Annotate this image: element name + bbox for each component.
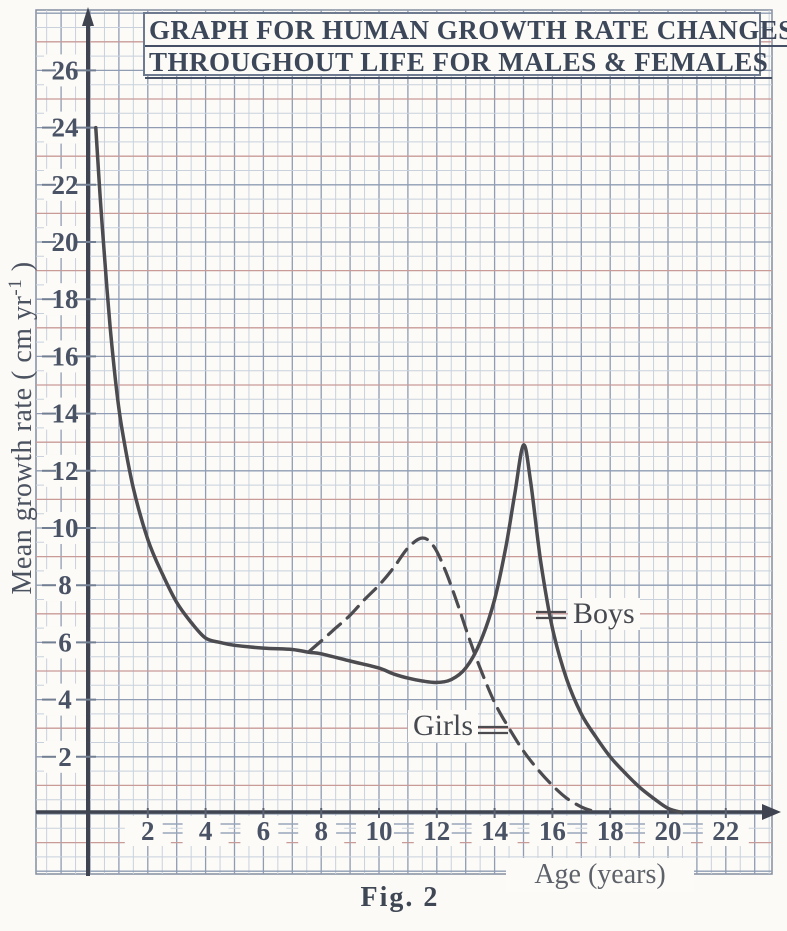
x-tick-patch: [356, 816, 402, 846]
y-axis-title-text: Mean growth rate ( cm yr: [7, 295, 39, 595]
x-tick-patch: [240, 816, 287, 846]
x-tick-patch: [182, 816, 229, 846]
x-tick-label: 4: [199, 816, 213, 846]
y-tick-label: 20: [52, 227, 79, 257]
y-tick-label: 4: [58, 685, 72, 715]
legend-label-girls: Girls: [408, 710, 478, 742]
chart-title-line-2: THROUGHOUT LIFE FOR MALES & FEMALES: [145, 47, 773, 79]
x-tick-label: 18: [597, 816, 624, 846]
y-tick-label: 10: [52, 513, 79, 543]
x-tick-patch: [471, 816, 518, 846]
figure-caption: Fig. 2: [360, 882, 440, 913]
chart-title-box: GRAPH FOR HUMAN GROWTH RATE CHANGES THRO…: [143, 12, 787, 79]
x-tick-label: 14: [481, 816, 508, 846]
chart-title-line-1: GRAPH FOR HUMAN GROWTH RATE CHANGES: [145, 15, 787, 47]
y-tick-label: 26: [52, 55, 79, 85]
x-tick-label: 10: [366, 816, 393, 846]
y-axis-title-close: ): [7, 261, 39, 279]
x-tick-patch: [702, 816, 749, 846]
y-tick-label: 14: [52, 399, 79, 429]
girls-curve: [308, 536, 595, 813]
legend-label-boys: Boys: [568, 598, 640, 630]
x-tick-patch: [124, 816, 171, 846]
x-tick-label: 22: [712, 816, 739, 846]
x-tick-label: 8: [314, 816, 328, 846]
y-tick-label: 22: [52, 170, 79, 200]
x-tick-label: 20: [655, 816, 682, 846]
x-tick-label: 2: [141, 816, 155, 846]
y-tick-label: 2: [58, 742, 72, 772]
y-tick-label: 8: [58, 570, 72, 600]
y-axis-title: Mean growth rate ( cm yr-1 ): [5, 261, 39, 594]
y-tick-label: 18: [52, 284, 79, 314]
y-axis-title-superscript: -1: [4, 278, 26, 296]
x-tick-patch: [413, 816, 460, 846]
x-tick-patch: [529, 816, 576, 846]
x-axis-arrow: [762, 804, 781, 820]
x-axis-title: Age (years): [506, 858, 694, 892]
x-tick-patch: [587, 816, 634, 846]
boys-curve: [94, 125, 685, 815]
y-axis-arrow: [82, 7, 94, 26]
x-tick-label: 12: [423, 816, 450, 846]
y-tick-label: 6: [58, 627, 72, 657]
x-tick-patch: [298, 816, 345, 846]
x-tick-patch: [645, 816, 691, 846]
x-tick-label: 16: [539, 816, 566, 846]
y-tick-label: 12: [52, 456, 79, 486]
y-tick-label: 16: [52, 341, 79, 371]
x-tick-label: 6: [257, 816, 271, 846]
y-tick-label: 24: [52, 113, 79, 143]
